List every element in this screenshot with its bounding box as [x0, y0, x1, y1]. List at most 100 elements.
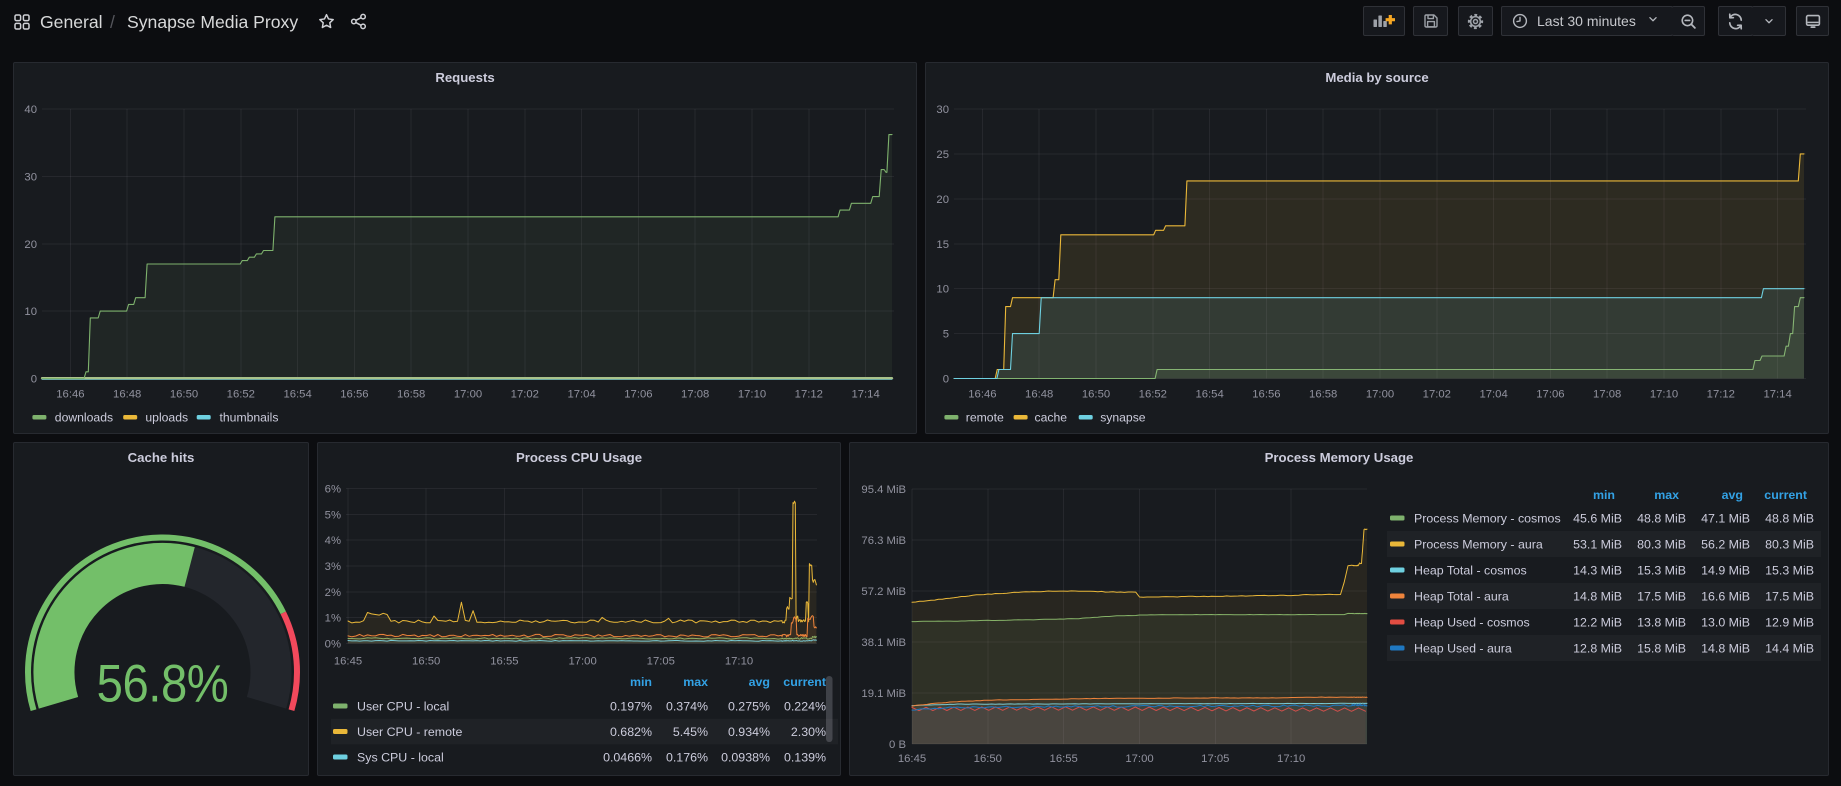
svg-text:17:12: 17:12 — [795, 389, 823, 401]
svg-text:45.6 MiB: 45.6 MiB — [1573, 512, 1622, 526]
svg-text:57.2 MiB: 57.2 MiB — [861, 586, 906, 598]
svg-text:min: min — [630, 675, 652, 689]
svg-text:3%: 3% — [325, 561, 341, 573]
svg-text:76.3 MiB: 76.3 MiB — [861, 535, 906, 547]
svg-text:0%: 0% — [325, 638, 341, 650]
svg-text:38.1 MiB: 38.1 MiB — [861, 637, 906, 649]
svg-text:17:05: 17:05 — [1201, 753, 1229, 765]
svg-text:16:50: 16:50 — [412, 656, 440, 668]
svg-text:6%: 6% — [325, 484, 341, 496]
svg-text:17:00: 17:00 — [1366, 389, 1394, 401]
svg-text:17:10: 17:10 — [738, 389, 766, 401]
svg-text:16:55: 16:55 — [490, 656, 518, 668]
svg-text:30: 30 — [24, 171, 37, 183]
svg-text:current: current — [783, 675, 826, 689]
svg-text:downloads: downloads — [55, 411, 113, 425]
svg-text:0.934%: 0.934% — [728, 725, 770, 739]
svg-text:avg: avg — [749, 675, 770, 689]
svg-text:16:50: 16:50 — [974, 753, 1002, 765]
svg-text:remote: remote — [966, 411, 1004, 425]
svg-text:0.682%: 0.682% — [610, 725, 652, 739]
svg-text:17.5 MiB: 17.5 MiB — [1765, 590, 1814, 604]
svg-text:17:06: 17:06 — [1536, 389, 1564, 401]
svg-text:2%: 2% — [325, 587, 341, 599]
svg-text:14.9 MiB: 14.9 MiB — [1701, 564, 1750, 578]
svg-text:cache: cache — [1035, 411, 1068, 425]
svg-text:16:48: 16:48 — [1025, 389, 1053, 401]
svg-text:10: 10 — [936, 284, 949, 296]
svg-text:Heap Used - aura: Heap Used - aura — [1414, 642, 1512, 656]
svg-text:17:12: 17:12 — [1707, 389, 1735, 401]
svg-text:48.8 MiB: 48.8 MiB — [1637, 512, 1686, 526]
svg-text:95.4 MiB: 95.4 MiB — [861, 484, 906, 496]
svg-text:14.3 MiB: 14.3 MiB — [1573, 564, 1622, 578]
svg-text:17:05: 17:05 — [647, 656, 675, 668]
svg-text:19.1 MiB: 19.1 MiB — [861, 688, 906, 700]
svg-text:2.30%: 2.30% — [791, 725, 826, 739]
svg-text:16:58: 16:58 — [397, 389, 425, 401]
svg-text:12.8 MiB: 12.8 MiB — [1573, 642, 1622, 656]
svg-text:47.1 MiB: 47.1 MiB — [1701, 512, 1750, 526]
svg-text:0 B: 0 B — [889, 739, 906, 751]
svg-text:13.8 MiB: 13.8 MiB — [1637, 616, 1686, 630]
svg-text:17:00: 17:00 — [454, 389, 482, 401]
svg-text:16.6 MiB: 16.6 MiB — [1701, 590, 1750, 604]
svg-text:synapse: synapse — [1100, 411, 1146, 425]
svg-text:17:02: 17:02 — [511, 389, 539, 401]
svg-text:Heap Used - cosmos: Heap Used - cosmos — [1414, 616, 1530, 630]
svg-text:17:10: 17:10 — [1650, 389, 1678, 401]
svg-text:0.275%: 0.275% — [728, 700, 770, 714]
svg-text:current: current — [1764, 488, 1807, 502]
svg-text:Heap Total - aura: Heap Total - aura — [1414, 590, 1509, 604]
svg-text:53.1 MiB: 53.1 MiB — [1573, 538, 1622, 552]
svg-text:16:45: 16:45 — [334, 656, 362, 668]
svg-text:16:48: 16:48 — [113, 389, 141, 401]
svg-text:min: min — [1593, 488, 1615, 502]
svg-text:17:04: 17:04 — [1479, 389, 1507, 401]
svg-text:16:50: 16:50 — [1082, 389, 1110, 401]
svg-text:56.8%: 56.8% — [97, 654, 229, 713]
svg-text:0.224%: 0.224% — [784, 700, 826, 714]
svg-text:16:52: 16:52 — [1139, 389, 1167, 401]
svg-text:0.176%: 0.176% — [666, 751, 708, 765]
svg-text:0: 0 — [943, 374, 949, 386]
svg-text:17:06: 17:06 — [624, 389, 652, 401]
svg-text:16:56: 16:56 — [1252, 389, 1280, 401]
svg-text:20: 20 — [24, 239, 37, 251]
svg-text:0: 0 — [31, 374, 37, 386]
svg-text:16:46: 16:46 — [56, 389, 84, 401]
svg-text:80.3 MiB: 80.3 MiB — [1637, 538, 1686, 552]
svg-text:16:52: 16:52 — [227, 389, 255, 401]
svg-text:16:54: 16:54 — [1195, 389, 1223, 401]
svg-text:80.3 MiB: 80.3 MiB — [1765, 538, 1814, 552]
svg-text:25: 25 — [936, 149, 949, 161]
svg-text:48.8 MiB: 48.8 MiB — [1765, 512, 1814, 526]
svg-text:12.2 MiB: 12.2 MiB — [1573, 616, 1622, 630]
svg-text:0.0938%: 0.0938% — [721, 751, 770, 765]
svg-text:Heap Total - cosmos: Heap Total - cosmos — [1414, 564, 1527, 578]
svg-text:10: 10 — [24, 306, 37, 318]
svg-text:17:04: 17:04 — [567, 389, 595, 401]
svg-text:30: 30 — [936, 104, 949, 116]
svg-text:0.197%: 0.197% — [610, 700, 652, 714]
svg-text:Process Memory - aura: Process Memory - aura — [1414, 538, 1543, 552]
svg-text:15: 15 — [936, 239, 949, 251]
svg-text:14.8 MiB: 14.8 MiB — [1701, 642, 1750, 656]
svg-text:20: 20 — [936, 194, 949, 206]
svg-text:17:00: 17:00 — [568, 656, 596, 668]
svg-text:5: 5 — [943, 329, 949, 341]
svg-text:16:46: 16:46 — [968, 389, 996, 401]
svg-text:1%: 1% — [325, 613, 341, 625]
svg-text:17:10: 17:10 — [1277, 753, 1305, 765]
svg-text:17:14: 17:14 — [851, 389, 879, 401]
svg-text:13.0 MiB: 13.0 MiB — [1701, 616, 1750, 630]
svg-text:5.45%: 5.45% — [673, 725, 708, 739]
svg-text:17:08: 17:08 — [681, 389, 709, 401]
svg-text:uploads: uploads — [145, 411, 188, 425]
svg-text:14.4 MiB: 14.4 MiB — [1765, 642, 1814, 656]
svg-text:15.8 MiB: 15.8 MiB — [1637, 642, 1686, 656]
svg-text:17:00: 17:00 — [1125, 753, 1153, 765]
svg-text:thumbnails: thumbnails — [220, 411, 279, 425]
svg-text:15.3 MiB: 15.3 MiB — [1637, 564, 1686, 578]
svg-text:Sys CPU - local: Sys CPU - local — [357, 751, 444, 765]
